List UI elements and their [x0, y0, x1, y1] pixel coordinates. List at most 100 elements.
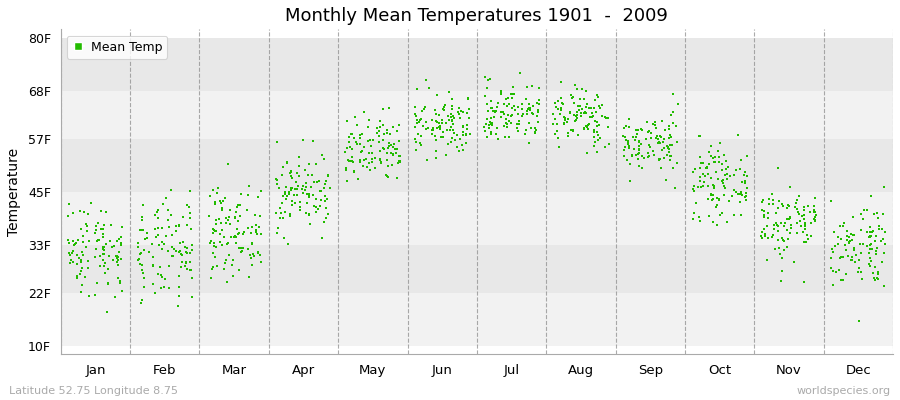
- Point: [393, 153, 408, 159]
- Point: [444, 124, 458, 131]
- Point: [225, 257, 239, 263]
- Point: [652, 139, 666, 146]
- Point: [632, 143, 646, 150]
- Point: [506, 84, 520, 90]
- Point: [284, 169, 298, 175]
- Point: [445, 135, 459, 141]
- Point: [847, 247, 861, 254]
- Point: [645, 148, 660, 154]
- Point: [694, 160, 708, 166]
- Point: [478, 93, 492, 99]
- Point: [866, 228, 880, 234]
- Point: [453, 136, 467, 142]
- Point: [344, 131, 358, 137]
- Point: [571, 132, 585, 139]
- Point: [90, 280, 104, 286]
- Point: [278, 209, 293, 215]
- Point: [826, 228, 841, 235]
- Point: [704, 175, 718, 182]
- Point: [338, 148, 353, 155]
- Point: [111, 255, 125, 262]
- Point: [99, 208, 113, 215]
- Point: [578, 110, 592, 116]
- Point: [376, 122, 391, 128]
- Point: [712, 196, 726, 202]
- Point: [172, 284, 186, 290]
- Point: [251, 224, 266, 230]
- Point: [530, 112, 544, 119]
- Point: [69, 261, 84, 268]
- Point: [511, 111, 526, 117]
- Point: [284, 184, 298, 191]
- Point: [290, 169, 304, 176]
- Point: [489, 130, 503, 137]
- Point: [270, 138, 284, 145]
- Point: [790, 197, 805, 203]
- Point: [95, 233, 110, 240]
- Point: [556, 121, 571, 127]
- Point: [386, 144, 400, 150]
- Point: [498, 134, 512, 140]
- Point: [350, 140, 365, 147]
- Point: [522, 105, 536, 111]
- Point: [483, 119, 498, 125]
- Point: [595, 112, 609, 119]
- Point: [716, 183, 731, 189]
- Point: [387, 141, 401, 148]
- Point: [305, 138, 320, 144]
- Point: [633, 162, 647, 169]
- Point: [285, 175, 300, 182]
- Point: [243, 254, 257, 261]
- Bar: [60, 192, 893, 244]
- Point: [797, 220, 812, 226]
- Point: [877, 236, 891, 243]
- Point: [573, 113, 588, 119]
- Point: [845, 237, 859, 243]
- Point: [571, 86, 585, 92]
- Point: [320, 215, 334, 221]
- Point: [248, 212, 262, 218]
- Point: [241, 274, 256, 280]
- Point: [435, 116, 449, 123]
- Text: Latitude 52.75 Longitude 8.75: Latitude 52.75 Longitude 8.75: [9, 386, 178, 396]
- Point: [662, 146, 676, 152]
- Point: [169, 222, 184, 229]
- Point: [652, 156, 667, 162]
- Point: [445, 105, 459, 112]
- Point: [426, 116, 440, 123]
- Point: [570, 108, 584, 115]
- Point: [99, 241, 113, 247]
- Point: [302, 192, 317, 198]
- Point: [710, 148, 724, 154]
- Point: [281, 241, 295, 248]
- Point: [384, 150, 399, 156]
- Point: [346, 134, 361, 141]
- Point: [738, 194, 752, 200]
- Point: [824, 255, 838, 261]
- Point: [382, 142, 396, 149]
- Point: [216, 198, 230, 204]
- Point: [779, 216, 794, 223]
- Point: [112, 248, 126, 255]
- Point: [208, 201, 222, 207]
- Point: [439, 120, 454, 126]
- Point: [205, 249, 220, 256]
- Point: [381, 145, 395, 151]
- Point: [871, 270, 886, 277]
- Point: [183, 250, 197, 256]
- Point: [112, 236, 126, 242]
- Point: [427, 127, 441, 133]
- Point: [711, 176, 725, 182]
- Point: [353, 158, 367, 165]
- Point: [240, 246, 255, 252]
- Point: [150, 231, 165, 238]
- Point: [203, 238, 218, 244]
- Point: [581, 105, 596, 112]
- Point: [380, 156, 394, 163]
- Point: [302, 194, 316, 200]
- Point: [98, 260, 112, 267]
- Point: [454, 108, 468, 114]
- Point: [173, 248, 187, 254]
- Point: [234, 191, 248, 198]
- Point: [96, 226, 111, 232]
